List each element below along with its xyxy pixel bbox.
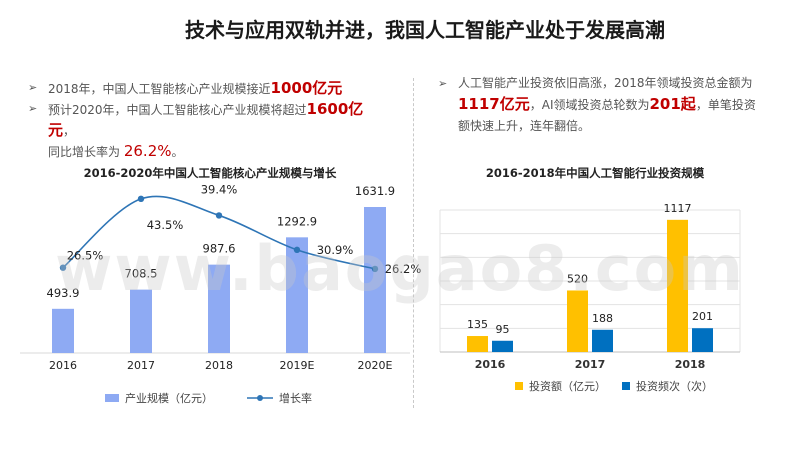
left-bullet-2: ➢ 预计2020年，中国人工智能核心产业规模将超过1600亿元， 同比增长率为 … xyxy=(28,99,388,162)
growth-point-2020E xyxy=(371,265,379,273)
arrow-bullet-icon: ➢ xyxy=(28,81,38,94)
right-chart: 135 95 2016 520 188 2017 1117 201 2018 xyxy=(439,202,741,371)
legend-label-invest-count: 投资频次（次） xyxy=(636,380,713,393)
x-tick-label: 2019E xyxy=(280,359,315,372)
bar-value-label: 201 xyxy=(692,310,713,323)
bullet-text: ，单笔投资额快速上升，连年翻倍。 xyxy=(458,98,756,133)
growth-value-label: 43.5% xyxy=(147,218,184,232)
bar-value-label: 520 xyxy=(567,272,588,285)
bullet-text: 2018年，中国人工智能核心产业规模接近 xyxy=(48,82,271,96)
x-tick-label: 2016 xyxy=(49,359,77,372)
bullet-text: 人工智能产业投资依旧高涨，2018年领域投资总金额为 xyxy=(458,76,753,90)
legend-label-line: 增长率 xyxy=(279,392,312,405)
right-chart-title: 2016-2018年中国人工智能行业投资规模 xyxy=(485,166,705,180)
bullet-text: 预计2020年，中国人工智能核心产业规模将超过 xyxy=(48,103,307,117)
legend-blue-swatch xyxy=(622,382,630,390)
arrow-bullet-icon: ➢ xyxy=(438,77,448,90)
bar-value-label: 1117 xyxy=(664,202,692,215)
right-legend: 投资额（亿元） 投资频次（次） xyxy=(515,378,713,394)
x-tick-label: 2020E xyxy=(358,359,393,372)
highlight-value: 26.2% xyxy=(123,142,172,160)
growth-rate-line xyxy=(62,195,376,270)
x-tick-label: 2016 xyxy=(475,358,506,371)
growth-point-2019E xyxy=(293,246,301,254)
bar-value-label: 1631.9 xyxy=(355,184,395,198)
bar-2016-count xyxy=(492,340,513,352)
x-tick-label: 2018 xyxy=(675,358,706,371)
bar-value-label: 135 xyxy=(467,318,488,331)
bar-2019E xyxy=(286,237,308,353)
highlight-value: 1600亿元 xyxy=(48,100,364,139)
growth-value-label: 39.4% xyxy=(201,182,238,196)
bar-2020E xyxy=(364,207,386,353)
x-tick-label: 2017 xyxy=(127,359,155,372)
left-legend: 产业规模（亿元） 增长率 xyxy=(105,390,312,406)
left-bullet-list: ➢ 2018年，中国人工智能核心产业规模接近1000亿元 ➢ 预计2020年，中… xyxy=(28,78,388,162)
page-title: 技术与应用双轨并进，我国人工智能产业处于发展高潮 xyxy=(185,18,665,42)
bar-2017-count xyxy=(592,329,613,352)
right-bullet: ➢ 人工智能产业投资依旧高涨，2018年领域投资总金额为 1117亿元，AI领域… xyxy=(438,73,763,137)
left-bullet-1: ➢ 2018年，中国人工智能核心产业规模接近1000亿元 xyxy=(28,78,388,99)
legend-bar-swatch xyxy=(105,394,119,402)
highlight-value: 1117亿元 xyxy=(458,95,530,113)
bullet-text: ， xyxy=(63,124,76,138)
bar-value-label: 1292.9 xyxy=(277,214,317,228)
growth-point-2016 xyxy=(59,264,67,271)
bar-value-label: 493.9 xyxy=(47,286,80,300)
bullet-text: 同比增长率为 xyxy=(48,145,121,159)
growth-point-2018 xyxy=(215,212,223,219)
growth-point-2017 xyxy=(137,195,145,203)
legend-gold-swatch xyxy=(515,382,523,390)
left-chart: 493.9 2016 708.5 2017 987.6 2018 1292.9 2019E 16… xyxy=(20,182,422,372)
bar-2016-amount xyxy=(467,336,488,352)
bar-value-label: 95 xyxy=(496,323,510,336)
bar-value-label: 708.5 xyxy=(125,267,158,281)
legend-label-bar: 产业规模（亿元） xyxy=(125,392,213,405)
x-tick-label: 2018 xyxy=(205,359,233,372)
bar-2018-count xyxy=(692,328,713,352)
growth-value-label: 30.9% xyxy=(317,243,354,257)
bar-2017 xyxy=(130,289,152,353)
right-bullet-1: ➢ 人工智能产业投资依旧高涨，2018年领域投资总金额为 1117亿元，AI领域… xyxy=(438,73,763,137)
bullet-text: 。 xyxy=(171,145,184,159)
bar-2016 xyxy=(52,308,74,353)
column-divider xyxy=(413,78,414,408)
growth-value-label: 26.5% xyxy=(67,249,104,263)
bar-2018-amount xyxy=(667,219,688,352)
highlight-value: 201起 xyxy=(649,95,696,113)
bullet-text: ，AI领域投资总轮数为 xyxy=(529,98,650,112)
legend-line-swatch xyxy=(247,395,273,401)
legend-label-invest-amount: 投资额（亿元） xyxy=(529,380,606,393)
left-chart-title: 2016-2020年中国人工智能核心产业规模与增长 xyxy=(83,166,337,180)
bar-value-label: 188 xyxy=(592,312,613,325)
x-tick-label: 2017 xyxy=(575,358,606,371)
growth-value-label: 26.2% xyxy=(385,262,422,276)
highlight-value: 1000亿元 xyxy=(270,79,343,97)
bar-2018 xyxy=(208,264,230,353)
bar-value-label: 987.6 xyxy=(203,242,236,256)
bar-2017-amount xyxy=(567,290,588,352)
arrow-bullet-icon: ➢ xyxy=(28,102,38,115)
